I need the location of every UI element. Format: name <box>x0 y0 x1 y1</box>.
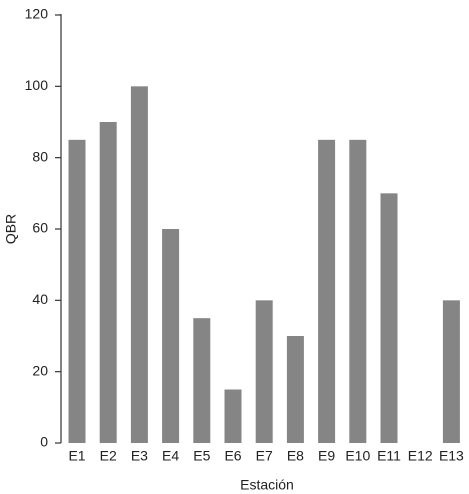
bar <box>162 229 180 443</box>
y-tick-label: 100 <box>25 77 49 93</box>
x-tick-label: E10 <box>345 448 370 464</box>
x-tick-label: E12 <box>408 448 433 464</box>
bar <box>68 139 86 444</box>
y-axis-label: QBR <box>3 214 19 244</box>
x-tick-label: E3 <box>131 448 148 464</box>
bar <box>442 300 460 443</box>
x-tick-label: E1 <box>68 448 85 464</box>
bar <box>286 336 304 443</box>
x-axis-label: Estación <box>240 477 294 493</box>
bar <box>318 139 336 444</box>
bar <box>380 193 398 443</box>
x-tick-label: E13 <box>439 448 464 464</box>
x-tick-label: E11 <box>377 448 401 464</box>
y-tick-label: 60 <box>32 220 48 236</box>
bar <box>193 318 211 443</box>
y-tick-label: 120 <box>25 6 49 22</box>
x-tick-label: E2 <box>100 448 117 464</box>
y-tick-label: 40 <box>32 291 48 307</box>
bar <box>349 139 367 444</box>
bar <box>130 86 148 443</box>
y-tick-label: 20 <box>32 362 48 378</box>
x-tick-label: E8 <box>287 448 304 464</box>
x-tick-label: E4 <box>162 448 179 464</box>
x-tick-label: E9 <box>318 448 335 464</box>
x-tick-label: E6 <box>224 448 241 464</box>
bar <box>224 389 242 443</box>
y-tick-label: 80 <box>32 148 48 164</box>
bar <box>99 122 117 443</box>
x-tick-label: E7 <box>256 448 273 464</box>
bar <box>255 300 273 443</box>
y-tick-label: 0 <box>40 434 48 450</box>
x-tick-label: E5 <box>193 448 210 464</box>
